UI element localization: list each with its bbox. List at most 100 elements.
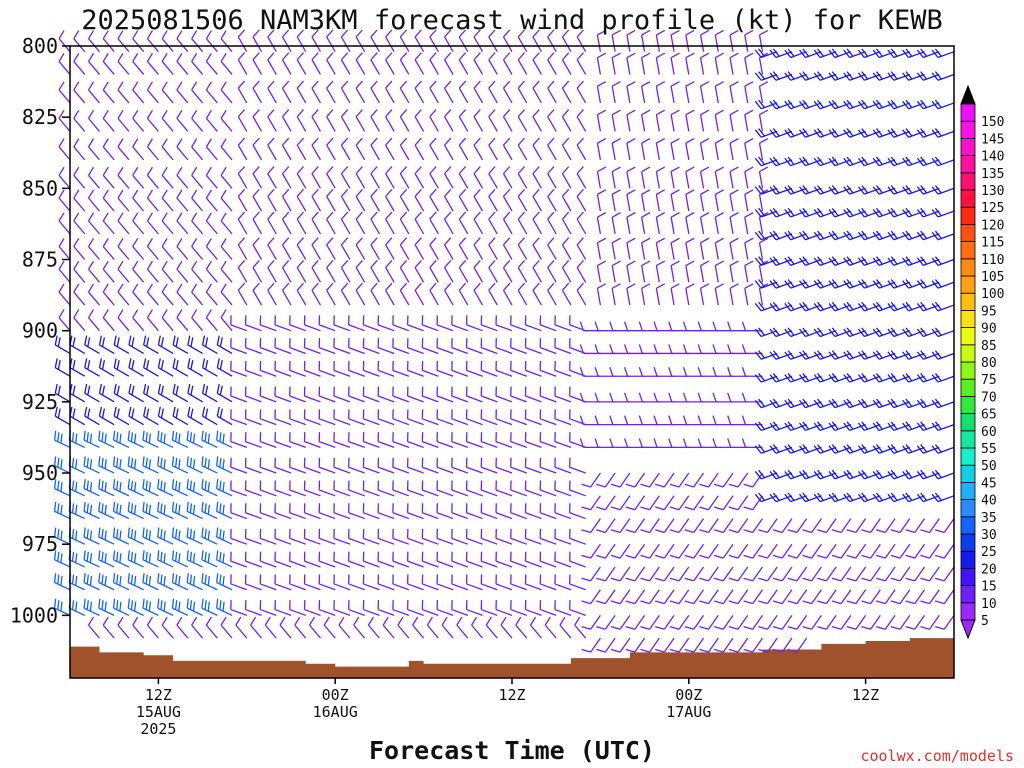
wind-barb: [348, 551, 365, 568]
wind-barb: [655, 566, 675, 582]
wind-barb: [524, 480, 542, 497]
wind-barb: [495, 457, 513, 474]
wind-barb: [289, 360, 306, 377]
wind-barb: [561, 260, 572, 283]
wind-barb: [102, 189, 115, 212]
wind-barb: [641, 52, 651, 75]
wind-barb: [444, 282, 454, 306]
wind-barb: [186, 456, 203, 474]
wind-barb: [87, 81, 100, 104]
wind-barb: [333, 574, 351, 591]
wind-barb: [220, 616, 233, 639]
wind-barb: [905, 614, 926, 630]
wind-barb: [161, 166, 174, 189]
wind-barb: [176, 212, 189, 235]
wind-barb: [547, 237, 557, 260]
wind-barb: [377, 551, 395, 568]
wind-barb: [318, 386, 336, 403]
wind-barb: [754, 301, 778, 312]
wind-barb: [828, 207, 852, 218]
wind-barb: [318, 551, 336, 568]
wind-barb: [172, 358, 189, 377]
wind-barb: [191, 81, 204, 104]
wind-barb: [220, 138, 233, 161]
wind-barb: [931, 256, 955, 266]
wind-barb: [146, 109, 159, 132]
wind-barb: [451, 338, 469, 355]
wind-barb: [146, 616, 159, 639]
wind-barb: [296, 282, 307, 306]
wind-barb: [758, 543, 778, 559]
wind-barb: [769, 99, 793, 110]
wind-barb: [843, 350, 866, 360]
wind-barb: [916, 230, 940, 241]
wind-barb: [510, 480, 527, 497]
wind-barb: [581, 589, 601, 605]
wind-barb: [267, 211, 277, 235]
wind-barb: [547, 80, 557, 104]
wind-barb: [714, 109, 724, 132]
wind-barb: [73, 212, 86, 235]
wind-barb: [355, 211, 366, 235]
wind-barb: [157, 358, 174, 377]
wind-barb: [569, 551, 586, 568]
wind-barb: [502, 80, 513, 104]
wind-barb: [244, 315, 262, 332]
wind-barb: [934, 543, 955, 559]
wind-barb: [799, 492, 822, 503]
wind-barb: [465, 338, 483, 355]
wind-barb: [458, 52, 469, 75]
wind-barb: [554, 457, 572, 474]
wind-barb: [769, 444, 793, 454]
wind-barb: [157, 598, 174, 616]
wind-barb: [191, 53, 204, 75]
wind-barb: [176, 138, 189, 161]
wind-barb: [362, 386, 380, 403]
wind-barb: [872, 301, 896, 312]
wind-barb: [846, 589, 867, 605]
wind-barb: [157, 527, 174, 545]
wind-barb: [843, 444, 866, 454]
wind-barb: [318, 457, 336, 474]
wind-barb: [205, 283, 218, 306]
wind-barb: [817, 543, 837, 559]
wind-barb: [684, 566, 705, 582]
wind-barb: [576, 260, 587, 283]
wind-barb: [828, 421, 852, 432]
wind-barb: [237, 166, 248, 189]
wind-barb: [872, 327, 896, 338]
wind-barb: [916, 444, 940, 454]
wind-barb: [444, 80, 454, 104]
wind-barb: [846, 518, 867, 534]
wind-barb: [641, 109, 651, 132]
wind-barb: [872, 469, 896, 480]
wind-barb: [399, 109, 410, 132]
wind-barb: [744, 166, 754, 189]
y-tick-label: 800: [22, 34, 58, 58]
wind-barb: [931, 279, 955, 289]
wind-barb: [102, 238, 115, 260]
wind-barb: [728, 589, 749, 605]
wind-barb: [596, 566, 616, 582]
y-tick-label: 850: [22, 176, 58, 200]
wind-barb: [176, 166, 189, 189]
wind-barb: [480, 432, 498, 449]
wind-barb: [259, 338, 277, 355]
wind-barb: [758, 166, 769, 189]
wind-barb: [171, 456, 189, 474]
wind-barb: [902, 444, 925, 454]
wind-barb: [713, 543, 734, 559]
wind-barb: [421, 551, 439, 568]
wind-barb: [333, 480, 351, 497]
wind-barb: [714, 29, 724, 52]
wind-barb: [611, 52, 621, 75]
wind-barb: [186, 527, 203, 545]
wind-barb: [799, 256, 822, 266]
y-tick-label: 925: [22, 390, 58, 414]
wind-barb: [473, 109, 484, 132]
wind-barb: [611, 212, 621, 235]
wind-barb: [754, 279, 778, 289]
wind-barb: [281, 211, 292, 235]
wind-barb: [931, 469, 955, 480]
wind-barb: [333, 315, 351, 332]
